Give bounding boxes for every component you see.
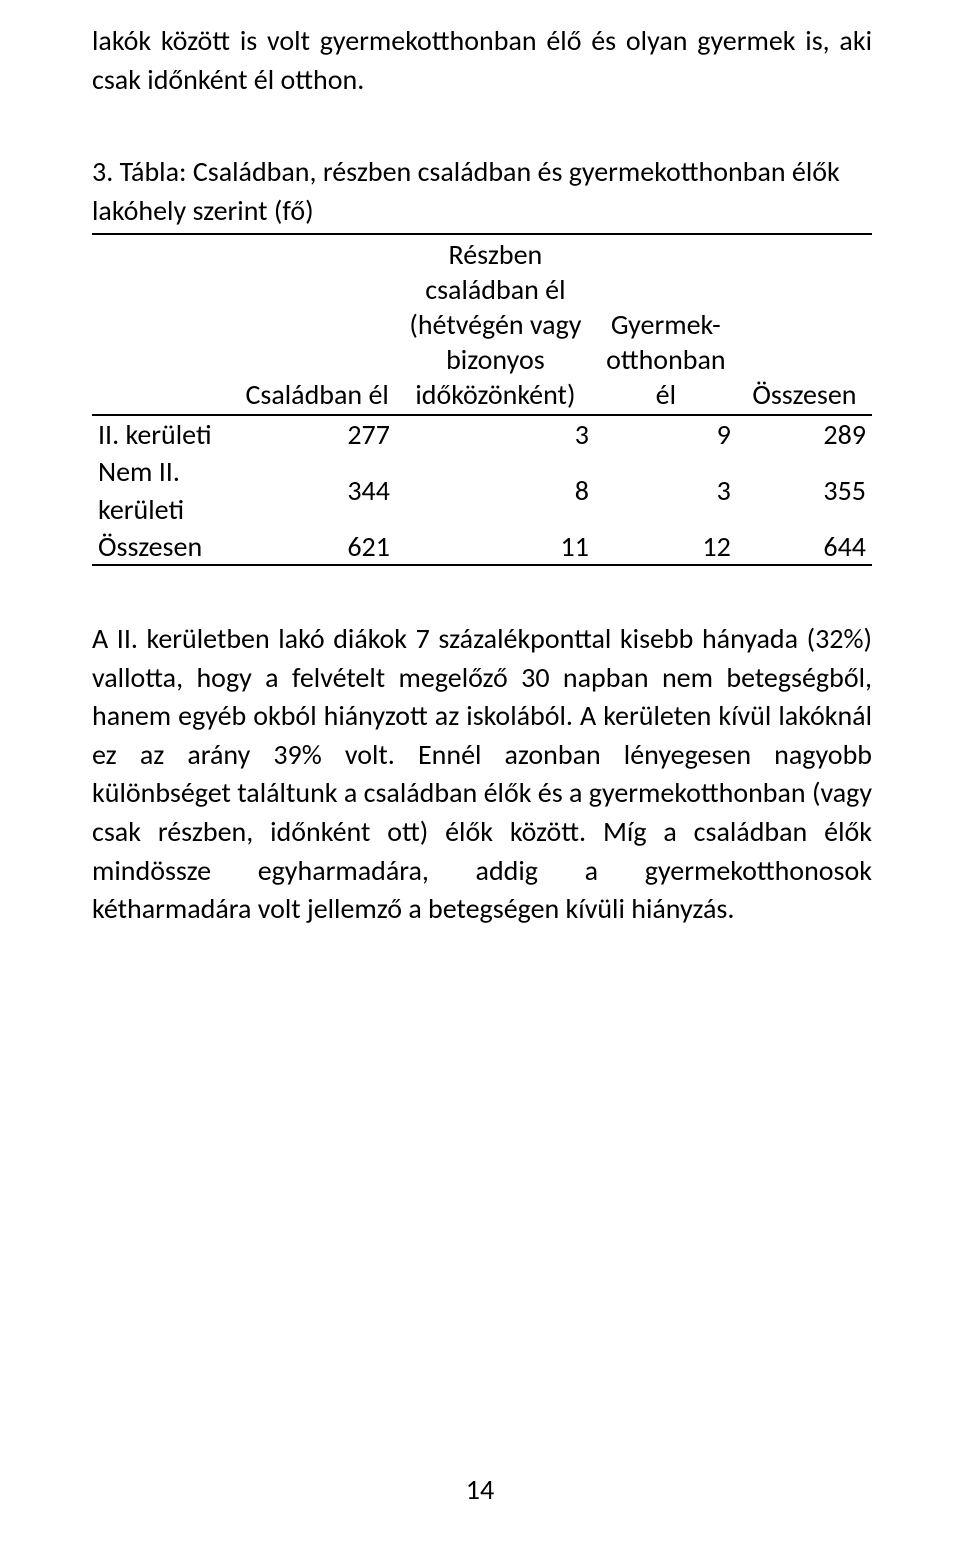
row-label: II. kerületi (92, 415, 238, 454)
cell: 621 (238, 529, 396, 565)
table-header-col1: Családban él (238, 234, 396, 415)
cell: 9 (595, 415, 737, 454)
table-title: 3. Tábla: Családban, részben családban é… (92, 153, 872, 230)
data-table: Családban él Részben családban él (hétvé… (92, 233, 872, 566)
row-label: Nem II. kerületi (92, 453, 238, 529)
cell: 289 (737, 415, 872, 454)
cell: 11 (396, 529, 595, 565)
table-row: Összesen 621 11 12 644 (92, 529, 872, 565)
cell: 344 (238, 453, 396, 529)
table-row: II. kerületi 277 3 9 289 (92, 415, 872, 454)
row-label: Összesen (92, 529, 238, 565)
table-header-row: Családban él Részben családban él (hétvé… (92, 234, 872, 415)
intro-paragraph: lakók között is volt gyermekotthonban él… (92, 22, 872, 99)
cell: 644 (737, 529, 872, 565)
table-header-col4: Összesen (737, 234, 872, 415)
cell: 3 (595, 453, 737, 529)
cell: 355 (737, 453, 872, 529)
table-row: Nem II. kerületi 344 8 3 355 (92, 453, 872, 529)
cell: 8 (396, 453, 595, 529)
cell: 12 (595, 529, 737, 565)
page-number: 14 (0, 1472, 960, 1507)
table-header-col2: Részben családban él (hétvégén vagy bizo… (396, 234, 595, 415)
cell: 277 (238, 415, 396, 454)
cell: 3 (396, 415, 595, 454)
table-header-col3: Gyermek-otthonban él (595, 234, 737, 415)
body-paragraph: A II. kerületben lakó diákok 7 százalékp… (92, 620, 872, 929)
table-header-blank (92, 234, 238, 415)
